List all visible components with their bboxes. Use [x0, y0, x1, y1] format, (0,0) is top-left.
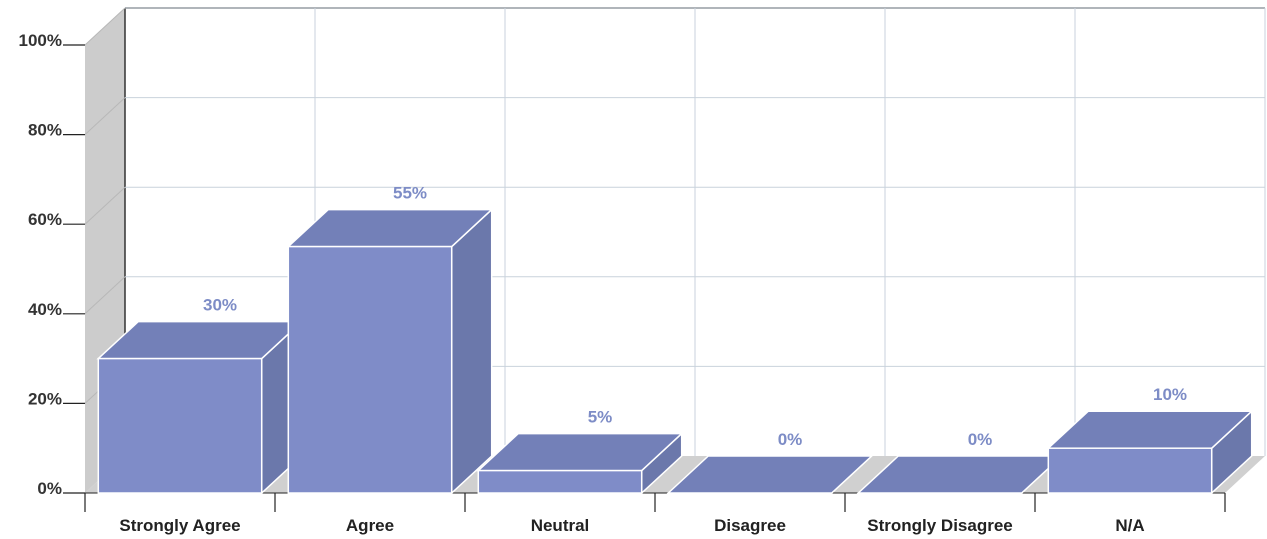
- y-tick-label: 40%: [28, 300, 62, 319]
- gridline-wall: [84, 7, 126, 46]
- data-label: 10%: [1153, 385, 1187, 404]
- bar-1: [286, 207, 494, 495]
- x-tick-label: Disagree: [714, 516, 786, 535]
- bar-top-face: [666, 455, 874, 494]
- bar-side-face: [450, 207, 493, 495]
- bar-3: [666, 455, 874, 494]
- x-tick-label: N/A: [1115, 516, 1144, 535]
- data-label: 5%: [588, 408, 613, 427]
- bar-5: [1046, 409, 1254, 495]
- y-tick-label: 60%: [28, 210, 62, 229]
- y-tick-label: 80%: [28, 121, 62, 140]
- bar-2: [476, 431, 684, 495]
- bar-front-face: [477, 469, 643, 494]
- data-label: 30%: [203, 296, 237, 315]
- data-label: 0%: [778, 430, 803, 449]
- bar-front-face: [1047, 447, 1213, 494]
- bar-front-face: [97, 357, 263, 494]
- data-label: 0%: [968, 430, 993, 449]
- y-tick-label: 100%: [19, 31, 62, 50]
- bar-front-face: [287, 245, 453, 494]
- x-tick-label: Strongly Disagree: [867, 516, 1013, 535]
- gridline-wall: [84, 276, 126, 315]
- gridline-wall: [84, 186, 126, 225]
- y-tick-label: 0%: [37, 479, 62, 498]
- data-label: 55%: [393, 184, 427, 203]
- bar-0: [96, 319, 304, 495]
- gridline-wall: [84, 97, 126, 135]
- x-tick-label: Neutral: [531, 516, 590, 535]
- x-tick-label: Strongly Agree: [119, 516, 240, 535]
- x-tick-label: Agree: [346, 516, 394, 535]
- y-tick-label: 20%: [28, 389, 62, 408]
